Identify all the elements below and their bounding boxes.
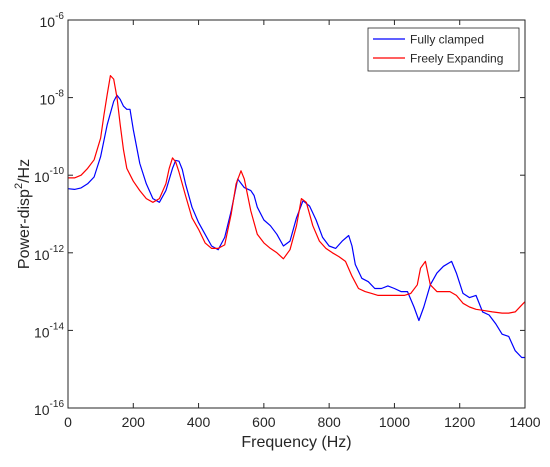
series-line-fully-clamped bbox=[67, 94, 525, 359]
x-tick-label: 1200 bbox=[444, 414, 475, 430]
tick-layer: 0 200 400 600 800 1000 1200 1400 10-16 10-14 10-12… bbox=[34, 11, 541, 430]
y-axis-label-sup: 2 bbox=[13, 183, 25, 189]
axes-box bbox=[67, 19, 526, 409]
series-line-freely-expanding bbox=[68, 75, 526, 314]
y-tick-label: 10-16 bbox=[34, 399, 64, 418]
legend-box bbox=[367, 27, 520, 72]
legend-label-fully-clamped: Fully clamped bbox=[410, 33, 484, 47]
x-tick-label: 1400 bbox=[509, 414, 540, 430]
y-axis-label: Power-disp2/Hz bbox=[13, 159, 33, 269]
legend: Fully clamped Freely Expanding bbox=[367, 27, 520, 72]
x-tick-label: 0 bbox=[64, 414, 72, 430]
legend-label-freely-expanding: Freely Expanding bbox=[410, 52, 503, 66]
plot-area bbox=[68, 20, 525, 408]
x-tick-label: 600 bbox=[252, 414, 276, 430]
y-tick-label: 10-8 bbox=[40, 89, 65, 108]
y-tick-label: 10-6 bbox=[40, 11, 65, 30]
y-tick-label: 10-10 bbox=[34, 166, 64, 185]
series-layer bbox=[67, 75, 526, 359]
y-tick-label: 10-14 bbox=[34, 321, 64, 340]
x-axis-label: Frequency (Hz) bbox=[241, 434, 351, 451]
x-tick-label: 1000 bbox=[379, 414, 410, 430]
x-tick-label: 200 bbox=[122, 414, 146, 430]
x-tick-label: 800 bbox=[317, 414, 341, 430]
y-axis-label-tail: /Hz bbox=[16, 159, 33, 183]
y-axis-label-base: Power-disp bbox=[16, 189, 33, 269]
y-tick-label: 10-12 bbox=[34, 244, 64, 263]
x-tick-label: 400 bbox=[187, 414, 211, 430]
